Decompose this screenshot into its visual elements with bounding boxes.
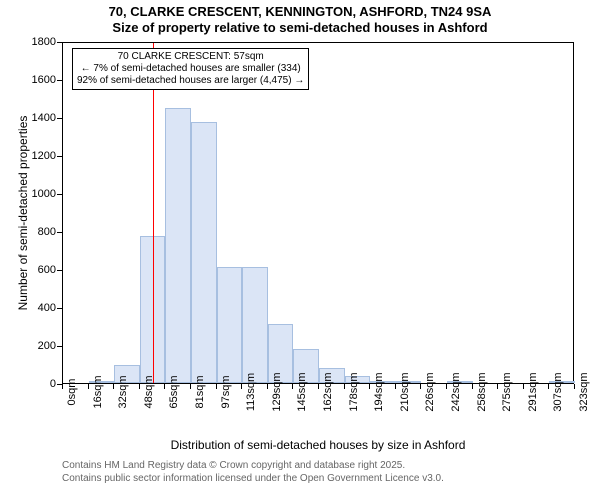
x-tick-mark — [318, 384, 319, 389]
y-tick-label: 1200 — [22, 150, 56, 162]
x-tick-label: 65sqm — [168, 375, 180, 408]
y-tick-label: 800 — [22, 226, 56, 238]
x-tick-mark — [548, 384, 549, 389]
x-tick-label: 242sqm — [450, 372, 462, 411]
x-tick-mark — [497, 384, 498, 389]
chart-title: 70, CLARKE CRESCENT, KENNINGTON, ASHFORD… — [0, 0, 600, 37]
x-tick-mark — [164, 384, 165, 389]
histogram-bar — [242, 267, 268, 383]
x-tick-mark — [369, 384, 370, 389]
x-tick-label: 113sqm — [245, 373, 257, 411]
x-tick-label: 323sqm — [578, 372, 590, 411]
x-axis-title: Distribution of semi-detached houses by … — [62, 438, 574, 452]
x-tick-label: 32sqm — [117, 375, 129, 408]
histogram-bar — [217, 267, 243, 383]
histogram-bar — [165, 108, 191, 383]
y-tick-mark — [57, 194, 62, 195]
y-axis-title: Number of semi-detached properties — [16, 116, 30, 311]
title-line-2: Size of property relative to semi-detach… — [0, 20, 600, 36]
y-tick-label: 1400 — [22, 112, 56, 124]
x-tick-mark — [267, 384, 268, 389]
x-tick-label: 178sqm — [348, 372, 360, 411]
y-tick-label: 1600 — [22, 74, 56, 86]
x-tick-mark — [190, 384, 191, 389]
x-tick-label: 48sqm — [143, 375, 155, 408]
y-tick-label: 600 — [22, 264, 56, 276]
x-tick-mark — [216, 384, 217, 389]
annotation-line: 70 CLARKE CRESCENT: 57sqm — [77, 51, 304, 63]
y-tick-label: 0 — [22, 378, 56, 390]
y-tick-mark — [57, 346, 62, 347]
x-tick-mark — [62, 384, 63, 389]
y-tick-label: 400 — [22, 302, 56, 314]
plot-area — [62, 42, 574, 384]
x-tick-label: 210sqm — [399, 372, 411, 411]
x-tick-mark — [446, 384, 447, 389]
y-tick-label: 1800 — [22, 36, 56, 48]
y-tick-mark — [57, 42, 62, 43]
y-tick-mark — [57, 232, 62, 233]
footer-line-1: Contains HM Land Registry data © Crown c… — [62, 460, 444, 473]
x-tick-mark — [113, 384, 114, 389]
x-tick-mark — [574, 384, 575, 389]
x-tick-label: 258sqm — [476, 372, 488, 411]
x-tick-mark — [395, 384, 396, 389]
x-tick-mark — [292, 384, 293, 389]
y-tick-mark — [57, 270, 62, 271]
x-tick-label: 129sqm — [271, 372, 283, 411]
x-tick-label: 0sqm — [66, 379, 78, 406]
x-tick-label: 97sqm — [220, 375, 232, 408]
footer-attribution: Contains HM Land Registry data © Crown c… — [62, 460, 444, 485]
y-tick-label: 200 — [22, 340, 56, 352]
y-tick-mark — [57, 308, 62, 309]
annotation-box: 70 CLARKE CRESCENT: 57sqm← 7% of semi-de… — [72, 48, 309, 90]
x-tick-mark — [420, 384, 421, 389]
x-tick-mark — [344, 384, 345, 389]
histogram-bar — [191, 122, 217, 383]
annotation-line: ← 7% of semi-detached houses are smaller… — [77, 63, 304, 75]
x-tick-label: 307sqm — [552, 372, 564, 411]
x-tick-label: 162sqm — [322, 372, 334, 411]
x-tick-mark — [241, 384, 242, 389]
x-tick-label: 145sqm — [296, 372, 308, 411]
property-marker-line — [153, 43, 154, 383]
annotation-line: 92% of semi-detached houses are larger (… — [77, 75, 304, 87]
y-tick-label: 1000 — [22, 188, 56, 200]
y-tick-mark — [57, 80, 62, 81]
title-line-1: 70, CLARKE CRESCENT, KENNINGTON, ASHFORD… — [0, 4, 600, 20]
x-tick-label: 194sqm — [373, 372, 385, 411]
x-tick-mark — [472, 384, 473, 389]
footer-line-2: Contains public sector information licen… — [62, 473, 444, 486]
x-tick-label: 275sqm — [501, 372, 513, 411]
x-tick-label: 291sqm — [527, 372, 539, 411]
chart-container: 70, CLARKE CRESCENT, KENNINGTON, ASHFORD… — [0, 0, 600, 500]
x-tick-label: 226sqm — [424, 372, 436, 411]
x-tick-mark — [88, 384, 89, 389]
y-tick-mark — [57, 118, 62, 119]
x-tick-mark — [139, 384, 140, 389]
x-tick-label: 81sqm — [194, 375, 206, 408]
x-tick-label: 16sqm — [92, 375, 104, 408]
x-tick-mark — [523, 384, 524, 389]
y-tick-mark — [57, 156, 62, 157]
